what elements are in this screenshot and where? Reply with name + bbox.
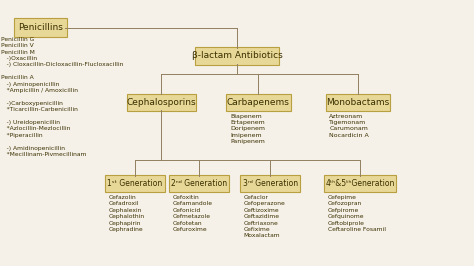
Text: Cefaclor
Cefoperazone
Ceftizoxime
Ceftazidime
Ceftriaxone
Cefixime
Moxalactam: Cefaclor Cefoperazone Ceftizoxime Ceftaz… (244, 195, 285, 238)
Text: Penicillins: Penicillins (18, 23, 63, 32)
Text: β-lactam Antibiotics: β-lactam Antibiotics (191, 51, 283, 60)
FancyBboxPatch shape (169, 175, 229, 192)
Text: Biapenem
Ertapenem
Doripenem
Imipenem
Panipenem: Biapenem Ertapenem Doripenem Imipenem Pa… (230, 114, 265, 144)
Text: Carbapenems: Carbapenems (227, 98, 290, 107)
Text: Cephalosporins: Cephalosporins (127, 98, 196, 107)
Text: Monobactams: Monobactams (326, 98, 390, 107)
FancyBboxPatch shape (195, 47, 279, 65)
FancyBboxPatch shape (127, 94, 196, 111)
Text: Cefazolin
Cefadroxil
Cephalexin
Cephalothin
Cephapirin
Cephradine: Cefazolin Cefadroxil Cephalexin Cephalot… (109, 195, 145, 232)
Text: Cefoxitin
Cefamandole
Cefonicid
Cefmetazole
Cefotetan
Cefuroxime: Cefoxitin Cefamandole Cefonicid Cefmetaz… (173, 195, 212, 232)
Text: Cefepime
Cefozopran
Cefpirome
Cefquinome
Ceftobiprole
Ceftaroline Fosamil: Cefepime Cefozopran Cefpirome Cefquinome… (328, 195, 386, 232)
Text: 2ⁿᵈ Generation: 2ⁿᵈ Generation (171, 179, 227, 188)
Text: 4ᵗʰ&5ᵗʰGeneration: 4ᵗʰ&5ᵗʰGeneration (326, 179, 395, 188)
FancyBboxPatch shape (326, 94, 390, 111)
FancyBboxPatch shape (105, 175, 165, 192)
Text: Aztreonam
Tigemonam
Carumonam
Nocardicin A: Aztreonam Tigemonam Carumonam Nocardicin… (329, 114, 369, 138)
FancyBboxPatch shape (240, 175, 300, 192)
FancyBboxPatch shape (226, 94, 291, 111)
Text: 1ˢᵗ Generation: 1ˢᵗ Generation (108, 179, 163, 188)
Text: 3ʳᵈ Generation: 3ʳᵈ Generation (243, 179, 298, 188)
Text: Penicillin G
Penicillin V
Penicillin M
   -)Oxacillin
   -) Cloxacillin-Dicloxac: Penicillin G Penicillin V Penicillin M -… (1, 37, 124, 157)
FancyBboxPatch shape (324, 175, 396, 192)
FancyBboxPatch shape (14, 18, 66, 37)
